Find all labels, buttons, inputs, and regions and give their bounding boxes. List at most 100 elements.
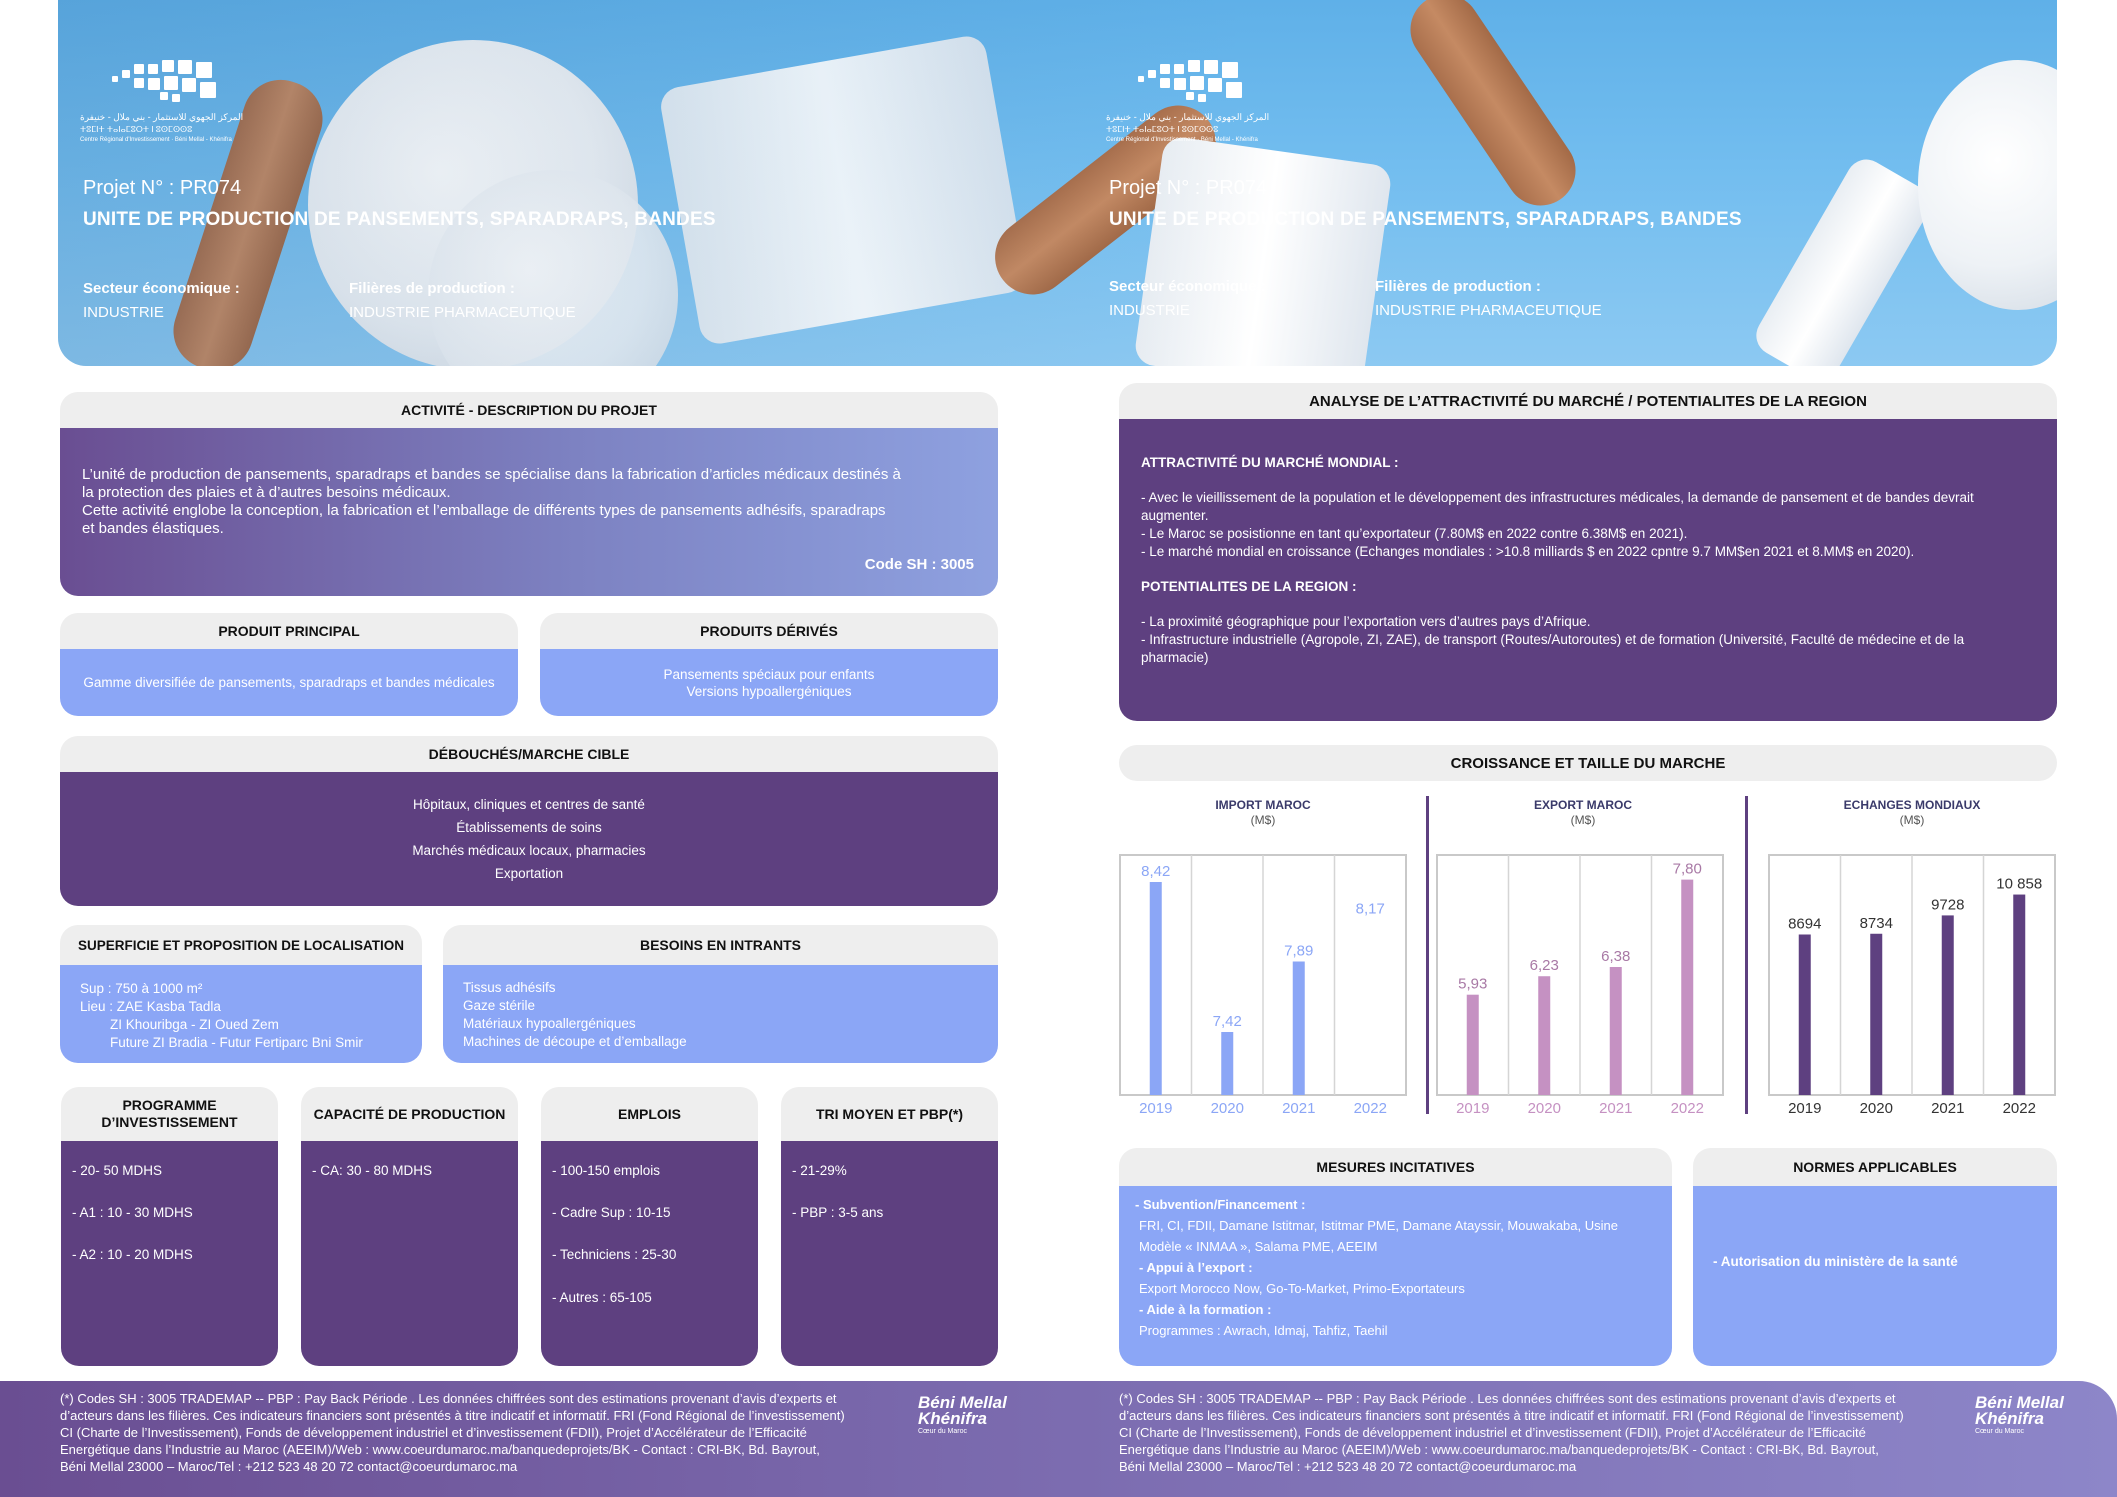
analyse-heading-region: POTENTIALITES DE LA REGION : — [1141, 579, 1357, 594]
import-maroc-chart: 8,42 2019 7,42 2020 7,89 2021 8,17 2022 — [1119, 854, 1407, 1117]
filieres-value: INDUSTRIE PHARMACEUTIQUE — [1375, 302, 1602, 319]
data-label: 5,93 — [1458, 976, 1487, 993]
mesure-line: Programmes : Awrach, Idmaj, Tahfiz, Taeh… — [1139, 1323, 1388, 1338]
filieres-label: Filières de production : — [1375, 278, 1541, 295]
activite-line: Cette activité englobe la conception, la… — [82, 502, 886, 519]
logo-text: ⵜⵓⵎⵏⵜ ⵜⴰⵏⴰⵎⵓⵔⵜ ⵏ ⵓⵙⵎⵙⵙⵓ — [80, 125, 193, 134]
emplois-body: - 100-150 emplois - Cadre Sup : 10-15 - … — [541, 1141, 758, 1366]
tri-title: TRI MOYEN ET PBP(*) — [781, 1087, 998, 1141]
mesure-heading: - Subvention/Financement : — [1135, 1197, 1306, 1212]
chart-title: IMPORT MAROC — [1215, 798, 1311, 812]
bar-2022 — [2013, 894, 2026, 1095]
echanges-mondiaux-chart: 8694 2019 8734 2020 9728 2021 10 858 2022 — [1768, 854, 2056, 1117]
superficie-card: SUPERFICIE ET PROPOSITION DE LOCALISATIO… — [60, 925, 422, 1063]
tri-item: - 21-29% — [792, 1163, 847, 1178]
footer-notes-right: (*) Codes SH : 3005 TRADEMAP -- PBP : Pa… — [1119, 1391, 1904, 1474]
logo-icon — [112, 60, 222, 102]
programme-title: PROGRAMME D’INVESTISSEMENT — [61, 1087, 278, 1141]
cri-logo: المركز الجهوي للاستثمار - بني ملال - خني… — [1106, 60, 1286, 146]
footer — [0, 1381, 2117, 1497]
activite-line: L’unité de production de pansements, spa… — [82, 466, 901, 483]
emplois-item: - 100-150 emplois — [552, 1163, 661, 1178]
bar-2019 — [1798, 934, 1811, 1095]
debouche-item: Exportation — [494, 866, 564, 881]
capacite-body: - CA: 30 - 80 MDHS — [301, 1141, 518, 1366]
brand-logo: Béni Mellal Khénifra Cœur du Maroc — [918, 1393, 1007, 1435]
x-tick-label: 2020 — [1860, 1100, 1893, 1117]
debouches-title: DÉBOUCHÉS/MARCHE CIBLE — [60, 736, 998, 772]
norme-item: - Autorisation du ministère de la santé — [1713, 1254, 1958, 1269]
x-tick-label: 2021 — [1599, 1100, 1632, 1117]
data-label: 7,42 — [1213, 1013, 1242, 1030]
chart-unit: (M$) — [1250, 813, 1276, 827]
mesures-body: - Subvention/Financement : FRI, CI, FDII… — [1119, 1186, 1672, 1366]
debouches-card: DÉBOUCHÉS/MARCHE CIBLE Hôpitaux, cliniqu… — [60, 736, 998, 906]
secteur-value: INDUSTRIE — [1109, 302, 1190, 319]
bar-2020 — [1221, 1032, 1234, 1095]
tri-body: - 21-29% - PBP : 3-5 ans — [781, 1141, 998, 1366]
analyse-line: - Infrastructure industrielle (Agropole,… — [1141, 632, 1965, 647]
x-tick-label: 2019 — [1456, 1100, 1489, 1117]
data-label: 6,23 — [1530, 957, 1559, 974]
emplois-item: - Cadre Sup : 10-15 — [552, 1205, 671, 1220]
produits-derives-title: PRODUITS DÉRIVÉS — [540, 613, 998, 649]
emplois-card: EMPLOIS - 100-150 emplois - Cadre Sup : … — [541, 1087, 758, 1366]
normes-card: NORMES APPLICABLES - Autorisation du min… — [1693, 1148, 2057, 1366]
produit-derive-item: Pansements spéciaux pour enfants — [663, 666, 875, 682]
filieres-value: INDUSTRIE PHARMACEUTIQUE — [349, 304, 576, 321]
filieres-label: Filières de production : — [349, 280, 515, 297]
x-tick-label: 2021 — [1282, 1100, 1315, 1117]
analyse-line: - Le marché mondial en croissance (Echan… — [1141, 544, 1915, 559]
chart-separator — [1426, 796, 1429, 1114]
mesures-card: MESURES INCITATIVES - Subvention/Finance… — [1119, 1148, 1672, 1366]
chart-title: EXPORT MAROC — [1533, 798, 1632, 812]
croissance-card: CROISSANCE ET TAILLE DU MARCHE — [1119, 745, 2057, 781]
analyse-card: ANALYSE DE L’ATTRACTIVITÉ DU MARCHÉ / PO… — [1119, 383, 2057, 721]
export-maroc-chart: 5,93 2019 6,23 2020 6,38 2021 7,80 2022 — [1436, 854, 1724, 1117]
data-label: 8,42 — [1141, 863, 1170, 880]
secteur-label: Secteur économique : — [1109, 278, 1266, 295]
produit-principal-text: Gamme diversifiée de pansements, sparadr… — [83, 675, 495, 690]
mesure-heading: - Aide à la formation : — [1139, 1302, 1272, 1317]
analyse-line: - Le Maroc se posistionne en tant qu’exp… — [1141, 526, 1688, 541]
data-label: 8694 — [1788, 915, 1821, 932]
activite-body: L’unité de production de pansements, spa… — [60, 428, 998, 596]
chart-title: ECHANGES MONDIAUX — [1843, 798, 1981, 812]
debouche-item: Établissements de soins — [456, 820, 602, 835]
pad-image — [428, 170, 678, 366]
chart-unit: (M$) — [1570, 813, 1596, 827]
code-sh: Code SH : 3005 — [864, 556, 974, 573]
tri-item: - PBP : 3-5 ans — [792, 1205, 884, 1220]
bar-2021 — [1292, 961, 1305, 1095]
bar-2020 — [1870, 933, 1883, 1095]
mesure-heading: - Appui à l’export : — [1139, 1260, 1253, 1275]
besoins-body: Tissus adhésifs Gaze stérile Matériaux h… — [443, 965, 998, 1063]
tri-card: TRI MOYEN ET PBP(*) - 21-29% - PBP : 3-5… — [781, 1087, 998, 1366]
project-number: Projet N° : PR074 — [1109, 177, 1268, 199]
besoin-item: Machines de découpe et d’emballage — [463, 1034, 687, 1049]
besoin-item: Tissus adhésifs — [463, 980, 556, 995]
programme-item: - A2 : 10 - 20 MDHS — [72, 1247, 193, 1262]
footer-notes-left: (*) Codes SH : 3005 TRADEMAP -- PBP : Pa… — [60, 1391, 845, 1474]
mesure-line: Export Morocco Now, Go-To-Market, Primo-… — [1139, 1281, 1465, 1296]
superficie-title: SUPERFICIE ET PROPOSITION DE LOCALISATIO… — [60, 925, 422, 965]
project-title: UNITE DE PRODUCTION DE PANSEMENTS, SPARA… — [1109, 209, 1742, 230]
hero-left: المركز الجهوي للاستثمار - بني ملال - خني… — [58, 0, 1058, 366]
emplois-item: - Techniciens : 25-30 — [552, 1247, 677, 1262]
programme-item: - 20- 50 MDHS — [72, 1163, 163, 1178]
data-label: 7,80 — [1673, 861, 1702, 878]
besoins-title: BESOINS EN INTRANTS — [443, 925, 998, 965]
bar-2019 — [1149, 882, 1162, 1095]
logo-text: ⵜⵓⵎⵏⵜ ⵜⴰⵏⴰⵎⵓⵔⵜ ⵏ ⵓⵙⵎⵙⵙⵓ — [1106, 125, 1219, 134]
analyse-title: ANALYSE DE L’ATTRACTIVITÉ DU MARCHÉ / PO… — [1119, 383, 2057, 419]
analyse-line: augmenter. — [1141, 508, 1209, 523]
croissance-title: CROISSANCE ET TAILLE DU MARCHE — [1119, 745, 2057, 781]
analyse-line: pharmacie) — [1141, 650, 1209, 665]
capacite-item: - CA: 30 - 80 MDHS — [312, 1163, 433, 1178]
activite-title: ACTIVITÉ - DESCRIPTION DU PROJET — [60, 392, 998, 428]
programme-body: - 20- 50 MDHS - A1 : 10 - 30 MDHS - A2 :… — [61, 1141, 278, 1366]
bar-2022 — [1681, 879, 1694, 1095]
produits-derives-card: PRODUITS DÉRIVÉS Pansements spéciaux pou… — [540, 613, 998, 716]
normes-body: - Autorisation du ministère de la santé — [1693, 1186, 2057, 1366]
project-title: UNITE DE PRODUCTION DE PANSEMENTS, SPARA… — [83, 209, 716, 230]
